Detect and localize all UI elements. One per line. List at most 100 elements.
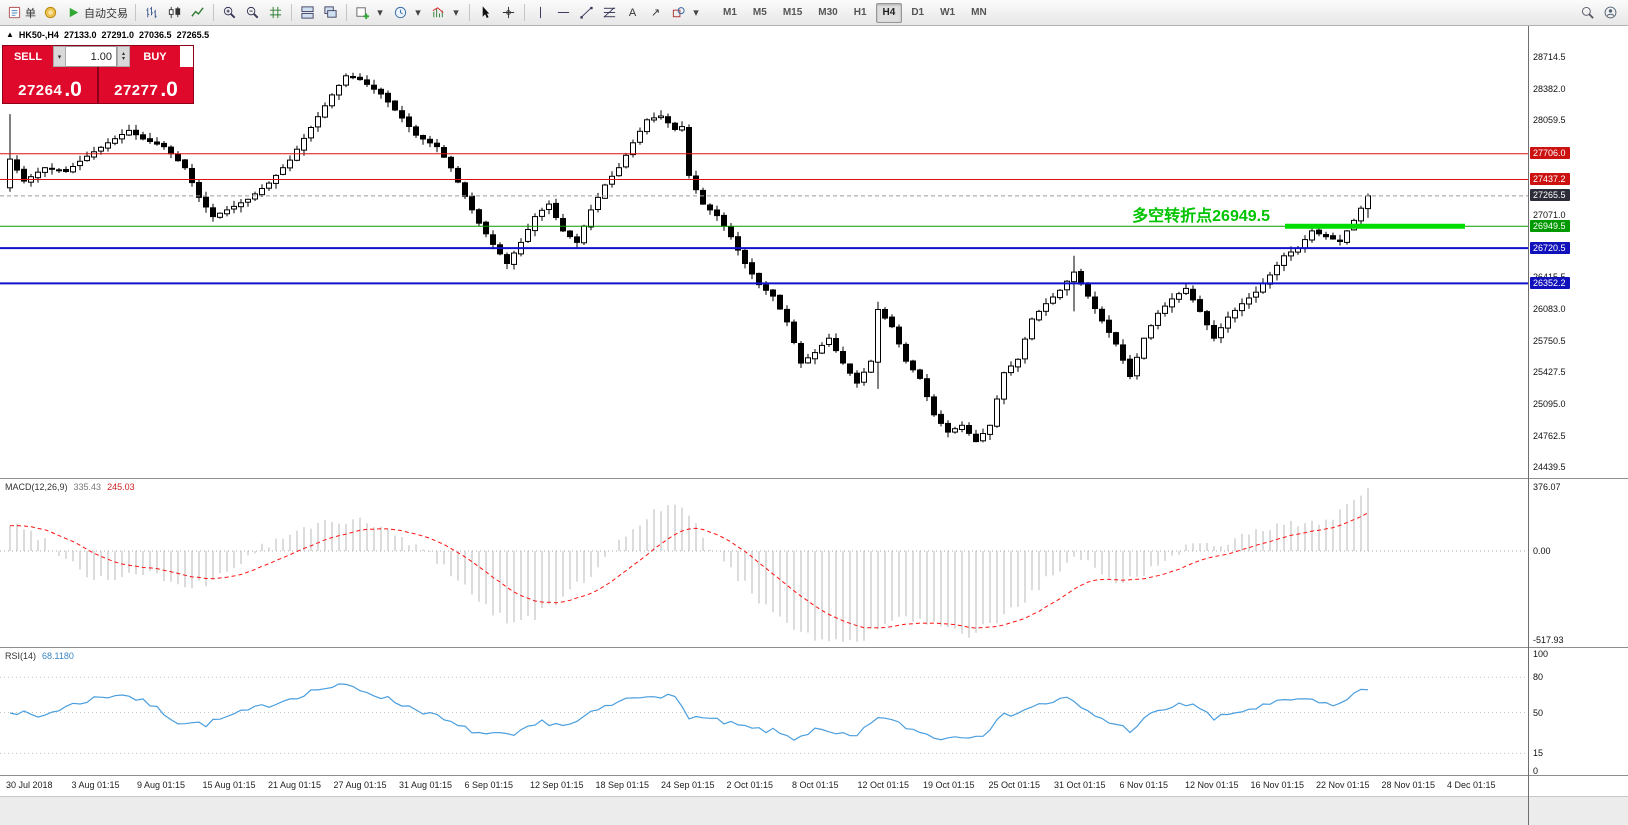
time-axis-label: 15 Aug 01:15 bbox=[202, 780, 256, 790]
zoom-in-button[interactable] bbox=[218, 2, 241, 24]
buy-button[interactable]: BUY bbox=[130, 46, 180, 67]
timeframe-mn[interactable]: MN bbox=[971, 7, 987, 18]
line-chart-icon bbox=[190, 5, 206, 21]
time-axis-label: 2 Oct 01:15 bbox=[726, 780, 774, 790]
button-label: 单 bbox=[25, 7, 36, 20]
macd-axis-label: 376.07 bbox=[1533, 481, 1561, 492]
candlestick-chart-button[interactable] bbox=[163, 2, 186, 24]
timeframe-m1[interactable]: M1 bbox=[723, 7, 737, 18]
text-tool-icon: A bbox=[628, 6, 637, 19]
buy-price[interactable]: 27277 .0 bbox=[99, 67, 193, 103]
grid-button[interactable] bbox=[264, 2, 287, 24]
macd-name: MACD(12,26,9) bbox=[5, 482, 68, 492]
panel-separator[interactable] bbox=[0, 775, 1628, 776]
search-button[interactable] bbox=[1576, 1, 1599, 23]
time-axis-label: 31 Aug 01:15 bbox=[399, 780, 453, 790]
chart-ohlc-label: ▲ HK50-,H4 27133.0 27291.0 27036.5 27265… bbox=[6, 30, 209, 40]
high-value: 27291.0 bbox=[101, 30, 135, 40]
dropdown-arrow-icon: ▾ bbox=[415, 6, 421, 19]
time-axis-label: 12 Oct 01:15 bbox=[857, 780, 910, 790]
sell-button[interactable]: SELL bbox=[3, 46, 53, 67]
fibonacci-button[interactable] bbox=[598, 2, 621, 24]
price-axis-label: 25750.5 bbox=[1533, 336, 1566, 346]
dropdown-arrow-button[interactable]: ▾ bbox=[409, 2, 427, 24]
macd-axis-label: 0.00 bbox=[1533, 546, 1551, 556]
autotrade-play-button[interactable]: 自动交易 bbox=[62, 2, 131, 24]
sell-price[interactable]: 27264 .0 bbox=[3, 67, 97, 103]
price-axis-label: 28382.0 bbox=[1533, 84, 1566, 94]
time-axis-label: 12 Sep 01:15 bbox=[530, 780, 584, 790]
dropdown-arrow-button[interactable]: ▾ bbox=[371, 2, 389, 24]
crosshair-button[interactable] bbox=[497, 2, 520, 24]
main-toolbar: 单 自动交易 ▾ ▾ ▾ A ↗ ▾ M1 M5 M15 M30 H1 H4 D1 W1 MN bbox=[0, 0, 1628, 26]
rsi-axis-label: 100 bbox=[1533, 649, 1549, 659]
crosshair-icon bbox=[501, 5, 517, 21]
rsi-line bbox=[9, 683, 1369, 741]
timeframe-h1[interactable]: H1 bbox=[853, 7, 867, 18]
price-axis-label: 28059.5 bbox=[1533, 114, 1566, 125]
toolbar-separator bbox=[469, 4, 470, 21]
dropdown-arrow-button[interactable]: ▾ bbox=[447, 2, 465, 24]
price-axis-label: 27071.0 bbox=[1533, 209, 1566, 220]
timeframe-m15[interactable]: M15 bbox=[782, 7, 803, 18]
trendline-button[interactable] bbox=[575, 2, 598, 24]
timeframe-clock-icon bbox=[393, 5, 409, 21]
timeframe-clock-button[interactable] bbox=[389, 2, 412, 24]
timeframe-m30[interactable]: M30 bbox=[818, 7, 838, 18]
bar-chart-icon bbox=[144, 5, 160, 21]
toolbar-separator bbox=[291, 4, 292, 21]
zoom-out-button[interactable] bbox=[241, 2, 264, 24]
close-value: 27265.5 bbox=[176, 30, 210, 40]
shapes-tool-button[interactable] bbox=[667, 2, 690, 24]
new-chart-button[interactable] bbox=[351, 2, 374, 24]
price-axis-label: 24439.5 bbox=[1533, 461, 1566, 472]
time-axis-label: 16 Nov 01:15 bbox=[1250, 780, 1305, 790]
horizontal-level-lines[interactable] bbox=[0, 153, 1528, 285]
bar-chart-button[interactable] bbox=[140, 2, 163, 24]
cascade-windows-button[interactable] bbox=[319, 2, 342, 24]
volume-input[interactable]: 1.00 bbox=[66, 46, 117, 67]
chart-workspace: ▲ HK50-,H4 27133.0 27291.0 27036.5 27265… bbox=[0, 26, 1628, 825]
community-button[interactable] bbox=[1599, 1, 1622, 23]
volume-stepper[interactable] bbox=[117, 46, 130, 67]
price-axis[interactable]: 28714.528382.028059.527071.026415.526083… bbox=[1528, 26, 1628, 825]
cursor-button[interactable] bbox=[474, 2, 497, 24]
tile-windows-button[interactable] bbox=[296, 2, 319, 24]
macd-indicator-panel[interactable]: MACD(12,26,9) 335.43 245.03 bbox=[0, 479, 1528, 647]
candlesticks bbox=[7, 72, 1371, 443]
timeframe-d1[interactable]: D1 bbox=[911, 7, 925, 18]
time-axis-label: 21 Aug 01:15 bbox=[268, 780, 322, 790]
panel-separator[interactable] bbox=[0, 647, 1628, 648]
symbol-timeframe-label: HK50-,H4 bbox=[18, 30, 59, 40]
trade-panel-controls: SELL 1.00 BUY bbox=[3, 46, 193, 67]
horizontal-line-button[interactable] bbox=[552, 2, 575, 24]
horizontal-line-icon bbox=[556, 5, 572, 21]
text-tool-button[interactable]: A bbox=[621, 2, 644, 24]
timeframe-w1[interactable]: W1 bbox=[940, 7, 956, 18]
time-axis-label: 24 Sep 01:15 bbox=[661, 780, 715, 790]
cascade-windows-icon bbox=[323, 5, 339, 21]
timeframe-m5[interactable]: M5 bbox=[752, 7, 767, 18]
panel-separator[interactable] bbox=[0, 478, 1628, 479]
arrows-tool-button[interactable]: ↗ bbox=[644, 2, 667, 24]
wizard-icon bbox=[43, 5, 59, 21]
price-chart-panel[interactable]: ▲ HK50-,H4 27133.0 27291.0 27036.5 27265… bbox=[0, 26, 1528, 478]
trade-panel-prices: 27264 .0 27277 .0 bbox=[3, 67, 193, 103]
stepper-down-icon[interactable] bbox=[122, 57, 125, 62]
price-axis-label: 28714.5 bbox=[1533, 52, 1566, 63]
dropdown-arrow-button[interactable]: ▾ bbox=[687, 2, 705, 24]
rsi-axis-label: 80 bbox=[1533, 672, 1544, 683]
new-order-button[interactable]: 单 bbox=[3, 2, 39, 24]
wizard-button[interactable] bbox=[39, 2, 62, 24]
rsi-indicator-panel[interactable]: RSI(14) 68.1180 bbox=[0, 648, 1528, 775]
indicators-button[interactable] bbox=[427, 2, 450, 24]
time-axis[interactable]: 30 Jul 2018 3 Aug 01:15 9 Aug 01:15 15 Aug … bbox=[0, 776, 1628, 796]
line-chart-button[interactable] bbox=[186, 2, 209, 24]
price-level-badge: 26720.5 bbox=[1530, 241, 1570, 254]
arrows-tool-icon: ↗ bbox=[650, 6, 661, 19]
dropdown-arrow-icon: ▾ bbox=[693, 6, 699, 19]
volume-dropdown-button[interactable] bbox=[53, 46, 66, 67]
vertical-line-button[interactable] bbox=[529, 2, 552, 24]
open-value: 27133.0 bbox=[63, 30, 97, 40]
timeframe-h4[interactable]: H4 bbox=[875, 2, 903, 23]
